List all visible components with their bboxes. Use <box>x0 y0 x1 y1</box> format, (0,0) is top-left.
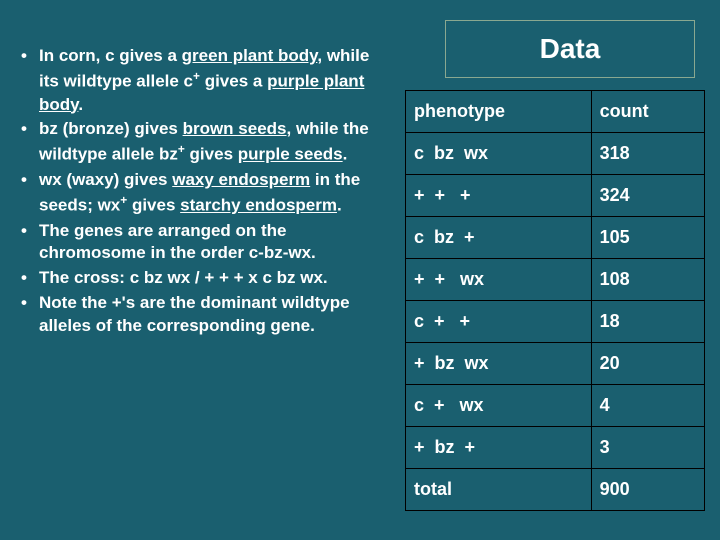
header-phenotype: phenotype <box>406 91 592 133</box>
phenotype-cell: + bz wx <box>406 343 592 385</box>
phenotype-cell: + bz + <box>406 427 592 469</box>
count-cell: 108 <box>591 259 704 301</box>
table-row: + + wx108 <box>406 259 705 301</box>
data-panel: Data phenotype count c bz wx318+ + +324c… <box>405 20 705 520</box>
bullet-item: The genes are arranged on the chromosome… <box>15 220 385 266</box>
table-row: + + +324 <box>406 175 705 217</box>
count-cell: 105 <box>591 217 704 259</box>
bullet-item: The cross: c bz wx / + + + x c bz wx. <box>15 267 385 290</box>
bullet-item: Note the +'s are the dominant wildtype a… <box>15 292 385 338</box>
header-count: count <box>591 91 704 133</box>
count-cell: 4 <box>591 385 704 427</box>
bullet-item: wx (waxy) gives waxy endosperm in the se… <box>15 169 385 218</box>
table-row: c bz +105 <box>406 217 705 259</box>
count-cell: 18 <box>591 301 704 343</box>
phenotype-cell: c bz wx <box>406 133 592 175</box>
bullet-list: In corn, c gives a green plant body, whi… <box>15 45 385 338</box>
table-body: c bz wx318+ + +324c bz +105+ + wx108c + … <box>406 133 705 511</box>
count-cell: 20 <box>591 343 704 385</box>
title-text: Data <box>540 33 601 64</box>
phenotype-cell: c bz + <box>406 217 592 259</box>
count-cell: 324 <box>591 175 704 217</box>
table-row: + bz wx20 <box>406 343 705 385</box>
phenotype-cell: c + + <box>406 301 592 343</box>
bullet-list-container: In corn, c gives a green plant body, whi… <box>15 20 385 520</box>
phenotype-cell: total <box>406 469 592 511</box>
table-row: c bz wx318 <box>406 133 705 175</box>
table-row: total900 <box>406 469 705 511</box>
phenotype-cell: c + wx <box>406 385 592 427</box>
title-box: Data <box>445 20 695 78</box>
bullet-item: bz (bronze) gives brown seeds, while the… <box>15 118 385 167</box>
table-header-row: phenotype count <box>406 91 705 133</box>
phenotype-cell: + + wx <box>406 259 592 301</box>
count-cell: 3 <box>591 427 704 469</box>
count-cell: 318 <box>591 133 704 175</box>
count-cell: 900 <box>591 469 704 511</box>
bullet-item: In corn, c gives a green plant body, whi… <box>15 45 385 116</box>
table-row: c + +18 <box>406 301 705 343</box>
table-row: c + wx4 <box>406 385 705 427</box>
data-table: phenotype count c bz wx318+ + +324c bz +… <box>405 90 705 511</box>
phenotype-cell: + + + <box>406 175 592 217</box>
table-row: + bz +3 <box>406 427 705 469</box>
